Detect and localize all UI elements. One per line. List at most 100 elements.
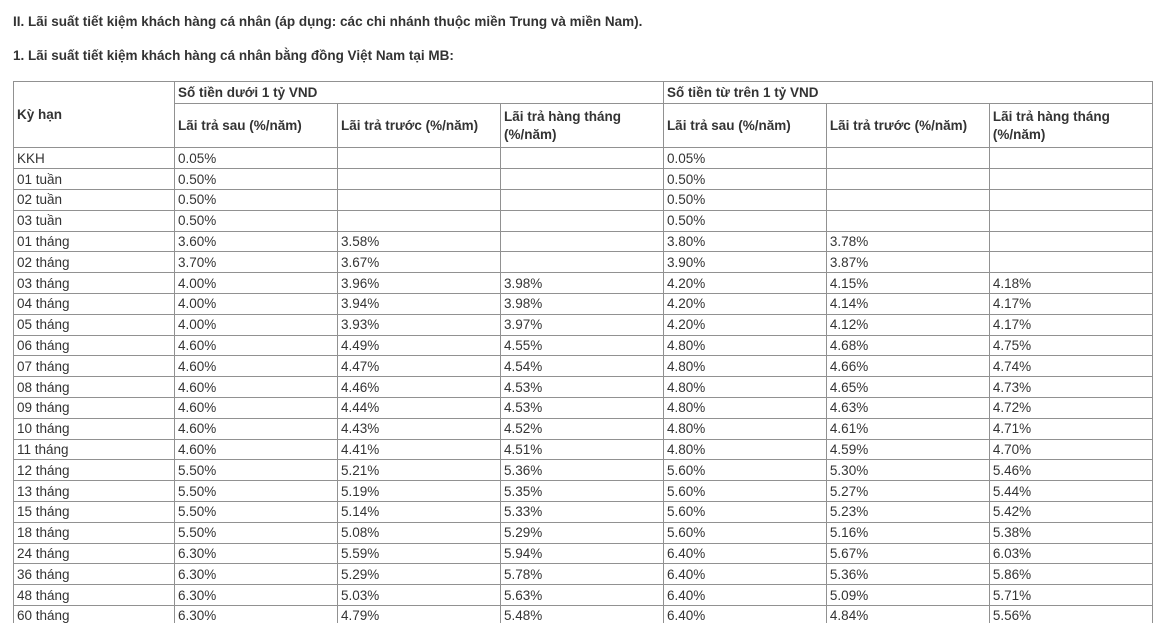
rate-cell: 5.36% <box>825 563 990 586</box>
table-row: 10 tháng 4.60% 4.43% 4.52% 4.80% 4.61% 4.71% <box>13 417 1154 440</box>
rate-cell <box>988 251 1154 274</box>
term-cell: 15 tháng <box>13 500 175 523</box>
term-cell: 12 tháng <box>13 459 175 482</box>
term-cell: KKH <box>13 147 175 170</box>
rate-cell: 3.70% <box>173 251 338 274</box>
rate-cell: 4.17% <box>988 313 1154 336</box>
term-cell: 18 tháng <box>13 521 175 544</box>
col-header-term: Kỳ hạn <box>13 81 175 149</box>
rate-cell: 6.03% <box>988 542 1154 565</box>
table-row: 03 tháng 4.00% 3.96% 3.98% 4.20% 4.15% 4.18% <box>13 272 1154 294</box>
rate-cell: 4.60% <box>173 417 338 440</box>
term-cell: 36 tháng <box>13 563 175 586</box>
rate-cell: 4.00% <box>173 272 338 294</box>
rate-cell: 4.51% <box>499 438 664 461</box>
rate-cell: 5.36% <box>499 459 664 482</box>
rate-cell: 5.23% <box>825 500 990 523</box>
term-cell: 11 tháng <box>13 438 175 461</box>
rate-cell: 4.72% <box>988 396 1154 419</box>
rate-cell: 6.30% <box>173 542 338 565</box>
group-header-over-1-billion: Số tiền từ trên 1 tỷ VND <box>662 81 1154 105</box>
rate-cell: 5.71% <box>988 584 1154 606</box>
col-header-paid-after-over: Lãi trả sau (%/năm) <box>662 103 827 149</box>
term-cell: 60 tháng <box>13 604 175 623</box>
rate-cell: 5.50% <box>173 459 338 482</box>
term-cell: 03 tháng <box>13 272 175 294</box>
rate-cell: 3.87% <box>825 251 990 274</box>
rate-cell: 4.80% <box>662 417 827 440</box>
rate-cell: 4.15% <box>825 272 990 294</box>
rate-cell: 5.03% <box>336 584 501 606</box>
rate-cell: 3.80% <box>662 230 827 253</box>
rate-cell: 5.50% <box>173 521 338 544</box>
rate-cell: 5.50% <box>173 480 338 502</box>
rate-cell: 4.59% <box>825 438 990 461</box>
rate-cell: 5.60% <box>662 521 827 544</box>
rate-cell: 5.44% <box>988 480 1154 502</box>
rate-cell: 4.60% <box>173 334 338 357</box>
col-header-paid-monthly-over: Lãi trả hàng tháng (%/năm) <box>988 103 1154 149</box>
rate-cell: 4.80% <box>662 334 827 357</box>
term-cell: 01 tháng <box>13 230 175 253</box>
table-row: KKH 0.05% 0.05% <box>13 147 1154 170</box>
term-cell: 04 tháng <box>13 292 175 315</box>
rate-cell <box>988 188 1154 211</box>
rate-cell: 4.80% <box>662 355 827 378</box>
rate-cell: 0.05% <box>173 147 338 170</box>
table-row: 09 tháng 4.60% 4.44% 4.53% 4.80% 4.63% 4.72% <box>13 396 1154 419</box>
rate-cell <box>499 209 664 232</box>
col-header-paid-before-over: Lãi trả trước (%/năm) <box>825 103 990 149</box>
rate-cell: 4.44% <box>336 396 501 419</box>
rate-cell: 4.79% <box>336 604 501 623</box>
rate-cell: 5.19% <box>336 480 501 502</box>
section-heading: II. Lãi suất tiết kiệm khách hàng cá nhâ… <box>13 14 643 29</box>
term-cell: 09 tháng <box>13 396 175 419</box>
rate-cell: 5.21% <box>336 459 501 482</box>
rate-cell <box>499 251 664 274</box>
term-cell: 24 tháng <box>13 542 175 565</box>
rate-cell: 4.20% <box>662 313 827 336</box>
rate-cell: 4.63% <box>825 396 990 419</box>
rate-cell: 3.58% <box>336 230 501 253</box>
rate-cell: 4.46% <box>336 376 501 398</box>
rate-cell: 4.54% <box>499 355 664 378</box>
rate-cell: 5.56% <box>988 604 1154 623</box>
term-cell: 48 tháng <box>13 584 175 606</box>
rate-cell: 5.38% <box>988 521 1154 544</box>
table-row: 03 tuần 0.50% 0.50% <box>13 209 1154 232</box>
rate-cell: 4.20% <box>662 292 827 315</box>
rate-cell: 6.40% <box>662 604 827 623</box>
col-header-paid-before-under: Lãi trả trước (%/năm) <box>336 103 501 149</box>
rate-cell: 5.60% <box>662 500 827 523</box>
rate-cell: 4.74% <box>988 355 1154 378</box>
table-row: 07 tháng 4.60% 4.47% 4.54% 4.80% 4.66% 4.74% <box>13 355 1154 378</box>
rate-cell: 4.71% <box>988 417 1154 440</box>
rate-table-body: KKH 0.05% 0.05% 01 tuần 0.50% 0.50% 02 tuần 0.5… <box>13 147 1154 623</box>
rate-cell: 0.05% <box>662 147 827 170</box>
rate-cell: 0.50% <box>173 188 338 211</box>
rate-cell: 4.70% <box>988 438 1154 461</box>
table-row: 15 tháng 5.50% 5.14% 5.33% 5.60% 5.23% 5.42% <box>13 500 1154 523</box>
rate-cell: 3.97% <box>499 313 664 336</box>
rate-cell: 3.90% <box>662 251 827 274</box>
rate-cell: 4.73% <box>988 376 1154 398</box>
rate-cell: 4.20% <box>662 272 827 294</box>
table-row: 06 tháng 4.60% 4.49% 4.55% 4.80% 4.68% 4.75% <box>13 334 1154 357</box>
rate-cell: 4.84% <box>825 604 990 623</box>
rate-cell <box>825 209 990 232</box>
rate-cell: 4.60% <box>173 438 338 461</box>
rate-cell: 4.18% <box>988 272 1154 294</box>
table-heading: 1. Lãi suất tiết kiệm khách hàng cá nhân… <box>13 48 454 64</box>
rate-cell: 4.65% <box>825 376 990 398</box>
rate-cell: 5.60% <box>662 459 827 482</box>
rate-cell: 5.30% <box>825 459 990 482</box>
rate-cell: 6.40% <box>662 563 827 586</box>
table-row: 13 tháng 5.50% 5.19% 5.35% 5.60% 5.27% 5.44% <box>13 480 1154 502</box>
term-cell: 08 tháng <box>13 376 175 398</box>
rate-cell <box>988 209 1154 232</box>
rate-cell: 3.60% <box>173 230 338 253</box>
rate-cell <box>825 188 990 211</box>
col-header-paid-after-under: Lãi trả sau (%/năm) <box>173 103 338 149</box>
rate-cell: 4.60% <box>173 396 338 419</box>
